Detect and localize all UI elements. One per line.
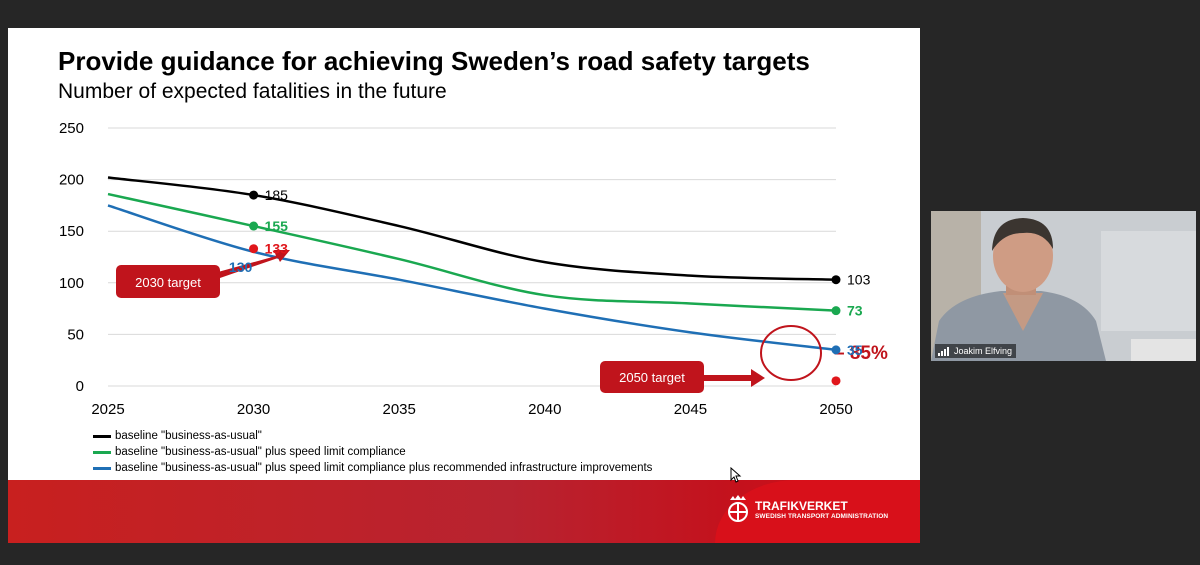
legend-label: baseline "business-as-usual" plus speed … [115, 462, 653, 474]
target-2050-arrow [702, 369, 765, 387]
target-2050-label: 2050 target [619, 370, 685, 385]
brand-name: TRAFIKVERKET [755, 499, 848, 513]
x-tick-label: 2040 [528, 401, 561, 418]
x-tick-label: 2045 [674, 401, 707, 418]
legend-swatch [93, 450, 111, 454]
slide-subtitle: Number of expected fatalities in the fut… [58, 80, 447, 103]
data-label-4: 73 [847, 303, 863, 319]
data-label-5: 35 [847, 342, 863, 358]
brand-tagline: SWEDISH TRANSPORT ADMINISTRATION [755, 513, 889, 520]
data-point-4 [831, 306, 841, 316]
data-label-extra-0: 130 [229, 259, 253, 275]
y-tick-label: 0 [76, 378, 84, 395]
series-line-0 [107, 176, 837, 281]
legend-item-baseline: baseline "business-as-usual" [93, 428, 652, 444]
legend-label: baseline "business-as-usual" [115, 430, 262, 442]
data-label-0: 185 [265, 187, 289, 203]
x-tick-label: 2025 [91, 401, 124, 418]
data-label-3: 103 [847, 272, 871, 288]
data-point-1 [249, 221, 259, 231]
data-label-1: 155 [265, 218, 289, 234]
legend-label: baseline "business-as-usual" plus speed … [115, 446, 406, 458]
legend-swatch [93, 434, 111, 438]
participant-name-label: Joakim Elfving [935, 344, 1017, 358]
data-point-5 [831, 345, 841, 355]
legend-item-speed-compliance: baseline "business-as-usual" plus speed … [93, 444, 652, 460]
presentation-slide: Provide guidance for achieving Sweden’s … [8, 28, 920, 543]
y-tick-label: 50 [67, 326, 84, 343]
chart-legend: baseline "business-as-usual" baseline "b… [93, 428, 652, 476]
fatalities-line-chart: 0 50 100 150 200 250 2025 2030 2035 2040 2045 2050 2… [59, 120, 888, 418]
data-point-2 [249, 244, 259, 254]
participant-video-tile[interactable]: Joakim Elfving [931, 211, 1196, 361]
reduction-circle [760, 325, 822, 381]
x-tick-label: 2035 [383, 401, 416, 418]
data-point-6 [831, 376, 841, 386]
y-tick-label: 200 [59, 172, 84, 189]
trafikverket-logo: TRAFIKVERKET SWEDISH TRANSPORT ADMINISTR… [715, 480, 920, 543]
participant-video-feed [931, 211, 1196, 361]
legend-item-infrastructure: baseline "business-as-usual" plus speed … [93, 460, 652, 476]
mouse-cursor-icon [730, 467, 742, 483]
target-2050-box [600, 361, 704, 393]
participant-name: Joakim Elfving [954, 346, 1013, 356]
slide-title: Provide guidance for achieving Sweden’s … [58, 46, 810, 76]
data-point-3 [831, 275, 841, 285]
crown-crest-icon [728, 495, 748, 522]
y-tick-label: 250 [59, 120, 84, 137]
series-line-1 [107, 192, 837, 312]
signal-strength-icon [938, 347, 950, 356]
slide-footer-band: TRAFIKVERKET SWEDISH TRANSPORT ADMINISTR… [8, 480, 920, 543]
y-tick-label: 100 [59, 275, 84, 292]
target-2030-arrow [218, 250, 290, 278]
x-tick-label: 2030 [237, 401, 270, 418]
series-line-2 [107, 204, 837, 352]
data-point-0 [249, 190, 259, 200]
legend-swatch [93, 466, 111, 470]
reduction-label: – 85% [834, 343, 888, 364]
target-2030-label: 2030 target [135, 275, 201, 290]
data-label-2: 133 [265, 241, 289, 257]
x-tick-label: 2050 [819, 401, 852, 418]
target-2030-box [116, 265, 220, 298]
y-tick-label: 150 [59, 223, 84, 240]
